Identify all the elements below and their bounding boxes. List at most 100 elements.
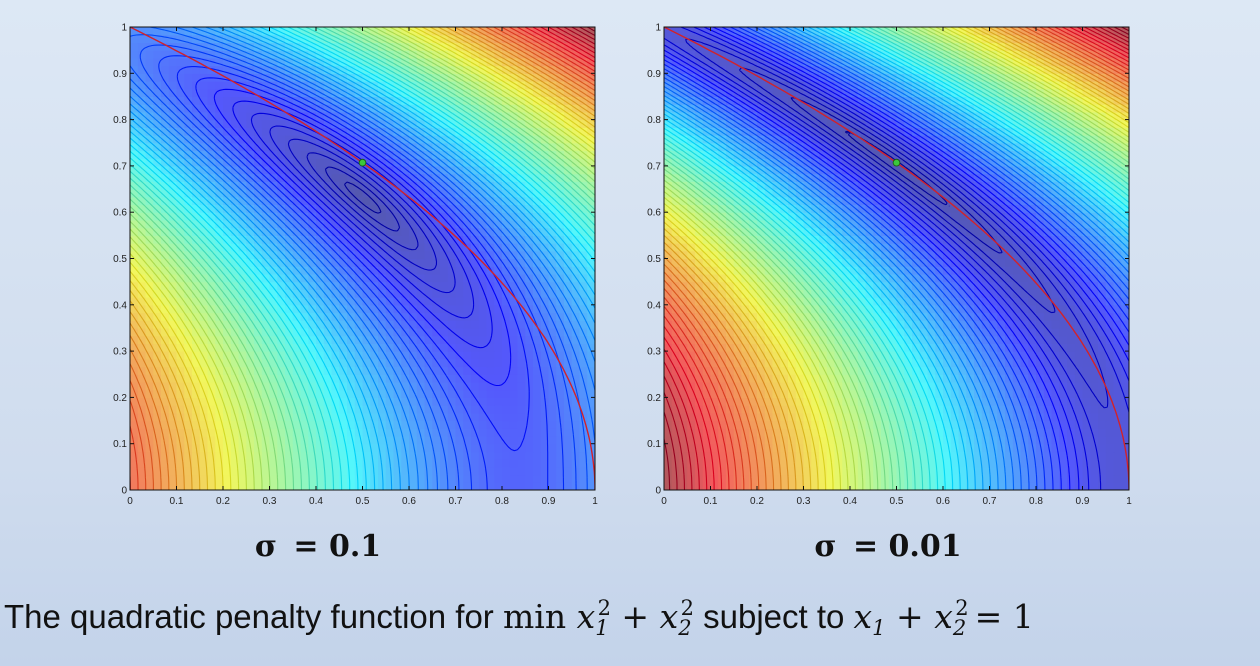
contour-level-29 [130, 27, 595, 490]
contour-level-25 [664, 27, 1129, 490]
contour-level-41 [664, 27, 1129, 490]
x-tick-label: 0.9 [1076, 496, 1090, 507]
x-tick-label: 0.7 [449, 496, 463, 507]
contour-level-38 [664, 27, 1129, 490]
optimum-point [892, 158, 901, 167]
contour-level-27 [664, 27, 1129, 490]
contour-level-48 [130, 27, 595, 490]
y-tick-label: 0.4 [113, 300, 127, 311]
y-tick-label: 0.5 [113, 254, 127, 265]
y-tick-label: 0.1 [113, 439, 127, 450]
contour-level-9 [664, 27, 1129, 490]
contour-level-4 [287, 138, 438, 271]
contour-level-14 [130, 27, 595, 490]
contour-level-54 [664, 27, 1129, 490]
x-tick-label: 0.9 [542, 496, 556, 507]
x-tick-label: 0.7 [983, 496, 997, 507]
x-tick-label: 0.4 [843, 496, 857, 507]
y-tick-label: 0.3 [647, 347, 661, 358]
y-tick-label: 1 [121, 23, 127, 34]
contour-level-27 [130, 27, 595, 490]
contour-level-50 [130, 27, 595, 490]
contour-level-34 [664, 27, 1129, 490]
contour-level-43 [130, 27, 595, 490]
contour-level-46 [664, 27, 1129, 490]
x-tick-label: 0.3 [263, 496, 277, 507]
y-tick-label: 0.2 [113, 393, 127, 404]
contour-level-1 [344, 181, 382, 214]
x-tick-label: 0.5 [890, 496, 904, 507]
contour-level-22 [664, 27, 1129, 490]
contour-level-33 [664, 27, 1129, 490]
contour-level-8 [213, 88, 512, 387]
contour-level-2 [790, 97, 1003, 254]
x-tick-label: 0.2 [216, 496, 230, 507]
y-tick-label: 0.6 [113, 208, 127, 219]
y-tick-label: 0.7 [647, 161, 661, 172]
contour-level-7 [232, 100, 493, 349]
contour-level-38 [130, 27, 595, 490]
contour-level-22 [130, 27, 595, 490]
contour-lines [664, 27, 1129, 490]
contour-level-23 [664, 27, 1129, 490]
contour-level-24 [664, 27, 1129, 490]
x-tick-label: 0.3 [797, 496, 811, 507]
x-tick-label: 0 [661, 496, 667, 507]
contour-level-39 [130, 27, 595, 490]
contour-level-12 [139, 44, 577, 490]
contour-level-15 [664, 27, 1129, 490]
contour-level-30 [664, 27, 1129, 490]
caption: The quadratic penalty function for min x… [4, 596, 1034, 640]
optimum-point [358, 158, 367, 167]
x-tick-label: 0.5 [356, 496, 370, 507]
contour-level-26 [664, 27, 1129, 490]
contour-level-9 [195, 77, 530, 452]
contour-level-52 [664, 27, 1129, 490]
contour-level-47 [664, 27, 1129, 490]
x-tick-label: 1 [1126, 496, 1132, 507]
contour-level-23 [130, 27, 595, 490]
contour-level-42 [664, 27, 1129, 490]
x-tick-label: 1 [592, 496, 598, 507]
contour-level-13 [664, 27, 1129, 490]
contour-level-35 [664, 27, 1129, 490]
contour-level-32 [664, 27, 1129, 490]
contour-level-20 [664, 27, 1129, 490]
contour-level-10 [664, 27, 1129, 490]
contour-level-3 [306, 152, 419, 251]
contour-level-14 [664, 27, 1129, 490]
y-tick-label: 0.9 [647, 69, 661, 80]
contour-level-59 [664, 27, 1129, 490]
contour-level-28 [130, 27, 595, 490]
contour-level-19 [664, 27, 1129, 490]
contour-level-31 [664, 27, 1129, 490]
x-tick-label: 0.1 [704, 496, 718, 507]
contour-level-60 [664, 27, 1129, 490]
contour-level-55 [532, 27, 595, 63]
contour-level-21 [130, 27, 595, 490]
contour-level-32 [130, 27, 595, 490]
y-tick-label: 0.8 [113, 115, 127, 126]
x-tick-label: 0.1 [170, 496, 184, 507]
contour-level-18 [664, 27, 1129, 490]
y-tick-label: 0.9 [113, 69, 127, 80]
contour-level-30 [130, 27, 595, 490]
y-tick-label: 0.6 [647, 208, 661, 219]
contour-level-5 [664, 27, 1129, 490]
contour-level-51 [130, 27, 595, 490]
contour-level-5 [269, 125, 456, 294]
contour-level-28 [664, 27, 1129, 490]
contour-level-33 [130, 27, 595, 490]
contour-level-44 [130, 27, 595, 490]
contour-level-59 [563, 27, 595, 45]
y-tick-label: 0.2 [647, 393, 661, 404]
contour-level-3 [738, 66, 1056, 314]
contour-level-39 [664, 27, 1129, 490]
contour-level-31 [130, 27, 595, 490]
contour-plot-sigma-0-01: 0 0.1 0.2 0.3 0.4 0.5 0.6 0.7 0.8 0.9 1 0 0.1 0.2 0.3 0… [647, 23, 1132, 508]
contour-level-41 [130, 27, 595, 490]
x-tick-label: 0.2 [750, 496, 764, 507]
contour-level-2 [324, 166, 401, 232]
contour-level-4 [685, 38, 1109, 409]
contour-level-29 [664, 27, 1129, 490]
